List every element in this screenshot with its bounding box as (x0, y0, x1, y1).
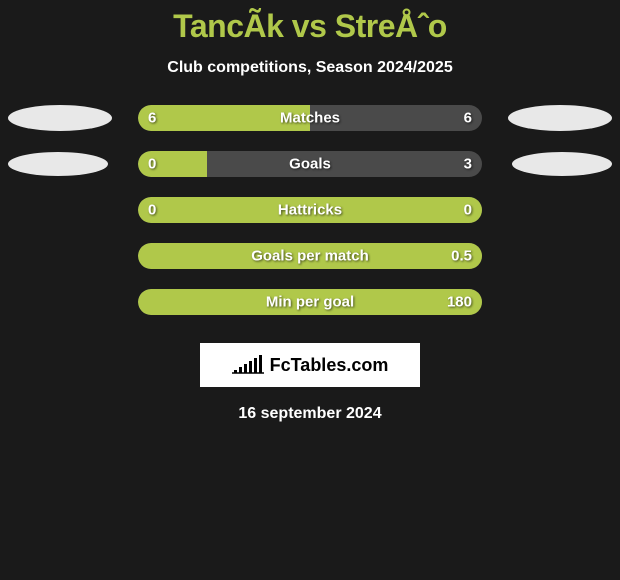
stat-value-left: 6 (148, 110, 156, 127)
comparison-widget: TancÃ­k vs StreÅˆo Club competitions, Se… (0, 0, 620, 423)
logo-text: FcTables.com (270, 355, 389, 376)
stat-value-left: 0 (148, 156, 156, 173)
stat-bar: 180 Min per goal (138, 289, 482, 315)
logo-box[interactable]: FcTables.com (200, 343, 420, 387)
stat-row: 0.5 Goals per match (0, 243, 620, 269)
player-ellipse-right (508, 105, 612, 131)
page-title: TancÃ­k vs StreÅˆo (0, 8, 620, 45)
stat-value-left: 0 (148, 202, 156, 219)
stat-bar: 0 0 Hattricks (138, 197, 482, 223)
stat-label: Goals (289, 156, 331, 173)
stat-value-right: 180 (447, 294, 472, 311)
stat-row: 180 Min per goal (0, 289, 620, 315)
stat-row: 0 0 Hattricks (0, 197, 620, 223)
stat-bar: 0 3 Goals (138, 151, 482, 177)
date-text: 16 september 2024 (0, 405, 620, 423)
stat-label: Min per goal (266, 294, 354, 311)
stat-bar: 0.5 Goals per match (138, 243, 482, 269)
stat-value-right: 0.5 (451, 248, 472, 265)
stat-rows: 6 6 Matches 0 3 Goals 0 0 Hattricks 0.5 Goals per … (0, 105, 620, 315)
stat-value-right: 3 (464, 156, 472, 173)
player-ellipse-left (8, 105, 112, 131)
player-ellipse-left (8, 152, 108, 176)
stat-row: 6 6 Matches (0, 105, 620, 131)
stat-bar: 6 6 Matches (138, 105, 482, 131)
barchart-icon (232, 351, 264, 380)
stat-row: 0 3 Goals (0, 151, 620, 177)
stat-label: Goals per match (251, 248, 369, 265)
subtitle: Club competitions, Season 2024/2025 (0, 59, 620, 77)
player-ellipse-right (512, 152, 612, 176)
stat-value-right: 6 (464, 110, 472, 127)
stat-value-right: 0 (464, 202, 472, 219)
stat-label: Hattricks (278, 202, 342, 219)
stat-label: Matches (280, 110, 340, 127)
